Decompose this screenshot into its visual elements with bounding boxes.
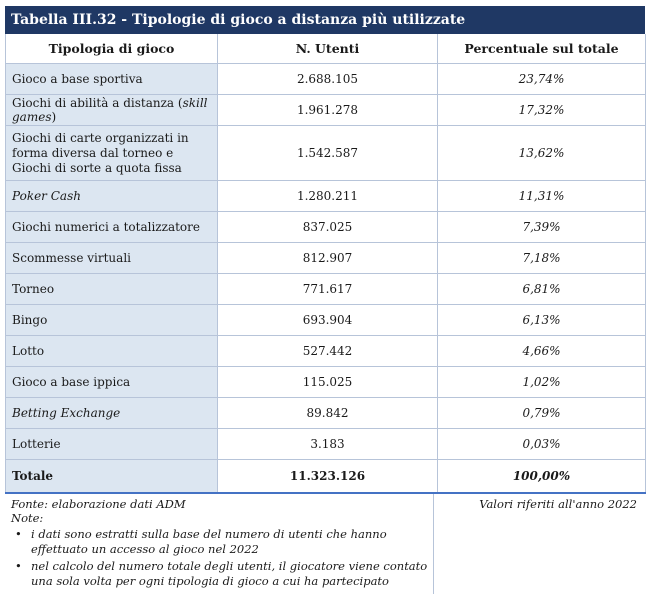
header-row: Tipologia di gioco N. Utenti Percentuale… bbox=[5, 34, 646, 64]
row-pct: 1,02% bbox=[437, 366, 646, 398]
table-row: Giochi numerici a totalizzatore 837.025 … bbox=[5, 211, 646, 243]
row-pct: 23,74% bbox=[437, 63, 646, 95]
bullet-icon: • bbox=[15, 527, 22, 541]
note-bullet: • nel calcolo del numero totale degli ut… bbox=[15, 559, 427, 589]
row-pct: 7,18% bbox=[437, 242, 646, 274]
row-users: 115.025 bbox=[217, 366, 438, 398]
row-label-text: Lotterie bbox=[12, 437, 61, 451]
row-pct: 11,31% bbox=[437, 180, 646, 212]
note-text: nel calcolo del numero totale degli uten… bbox=[31, 559, 428, 588]
row-pct: 13,62% bbox=[437, 125, 646, 181]
row-label-text: Gioco a base ippica bbox=[12, 375, 131, 389]
row-label-italic: skill games bbox=[12, 96, 208, 124]
note-bullet: • i dati sono estratti sulla base del nu… bbox=[15, 527, 427, 557]
row-label-text: Bingo bbox=[12, 313, 48, 327]
row-pct: 17,32% bbox=[437, 94, 646, 126]
row-label: Giochi di abilità a distanza (skill game… bbox=[5, 94, 218, 126]
table-row: Lotterie 3.183 0,03% bbox=[5, 428, 646, 460]
row-pct: 6,13% bbox=[437, 304, 646, 336]
table-container: Tabella III.32 - Tipologie di gioco a di… bbox=[5, 6, 646, 594]
row-users: 771.617 bbox=[217, 273, 438, 305]
row-users: 89.842 bbox=[217, 397, 438, 429]
table-row: Lotto 527.442 4,66% bbox=[5, 335, 646, 367]
notes-left: Fonte: elaborazione dati ADM Note: • i d… bbox=[5, 494, 435, 594]
row-label-text: Gioco a base sportiva bbox=[12, 72, 143, 86]
row-label-text: Torneo bbox=[12, 282, 55, 296]
total-label: Totale bbox=[5, 459, 218, 494]
row-users: 1.280.211 bbox=[217, 180, 438, 212]
table-row: Giochi di abilità a distanza (skill game… bbox=[5, 94, 646, 126]
note-text: i dati sono estratti sulla base del nume… bbox=[31, 527, 387, 556]
row-label-text-end: ) bbox=[51, 110, 57, 124]
row-label-italic: Poker Cash bbox=[12, 189, 81, 203]
header-percentuale: Percentuale sul totale bbox=[437, 34, 646, 64]
row-label-italic: Betting Exchange bbox=[12, 406, 121, 420]
row-label: Betting Exchange bbox=[5, 397, 218, 429]
row-label-text: Lotto bbox=[12, 344, 45, 358]
row-users: 812.907 bbox=[217, 242, 438, 274]
table-row: Gioco a base sportiva 2.688.105 23,74% bbox=[5, 63, 646, 95]
table-notes: Fonte: elaborazione dati ADM Note: • i d… bbox=[5, 494, 645, 594]
row-pct: 0,03% bbox=[437, 428, 646, 460]
total-users: 11.323.126 bbox=[217, 459, 438, 494]
row-users: 1.961.278 bbox=[217, 94, 438, 126]
row-label: Lotto bbox=[5, 335, 218, 367]
row-users: 527.442 bbox=[217, 335, 438, 367]
row-label-text: Scommesse virtuali bbox=[12, 251, 131, 265]
row-label: Giochi di carte organizzati in forma div… bbox=[5, 125, 218, 181]
row-label-text: Giochi numerici a totalizzatore bbox=[12, 220, 200, 234]
row-label: Gioco a base sportiva bbox=[5, 63, 218, 95]
header-tipologia: Tipologia di gioco bbox=[5, 34, 218, 64]
table-row: Bingo 693.904 6,13% bbox=[5, 304, 646, 336]
table-row: Scommesse virtuali 812.907 7,18% bbox=[5, 242, 646, 274]
table-row: Torneo 771.617 6,81% bbox=[5, 273, 646, 305]
table-row: Gioco a base ippica 115.025 1,02% bbox=[5, 366, 646, 398]
notes-label: Note: bbox=[11, 511, 44, 525]
data-table: Tipologia di gioco N. Utenti Percentuale… bbox=[5, 34, 646, 494]
total-row: Totale 11.323.126 100,00% bbox=[5, 459, 646, 494]
row-pct: 7,39% bbox=[437, 211, 646, 243]
total-pct: 100,00% bbox=[437, 459, 646, 494]
row-users: 693.904 bbox=[217, 304, 438, 336]
row-pct: 6,81% bbox=[437, 273, 646, 305]
row-users: 1.542.587 bbox=[217, 125, 438, 181]
header-utenti: N. Utenti bbox=[217, 34, 438, 64]
row-label: Bingo bbox=[5, 304, 218, 336]
row-label: Torneo bbox=[5, 273, 218, 305]
row-label: Poker Cash bbox=[5, 180, 218, 212]
row-users: 837.025 bbox=[217, 211, 438, 243]
table-body: Gioco a base sportiva 2.688.105 23,74% G… bbox=[5, 63, 646, 494]
row-label-text: Giochi di abilità a distanza ( bbox=[12, 96, 183, 110]
table-row: Poker Cash 1.280.211 11,31% bbox=[5, 180, 646, 212]
row-pct: 0,79% bbox=[437, 397, 646, 429]
table-row: Giochi di carte organizzati in forma div… bbox=[5, 125, 646, 181]
row-label: Gioco a base ippica bbox=[5, 366, 218, 398]
row-users: 2.688.105 bbox=[217, 63, 438, 95]
row-pct: 4,66% bbox=[437, 335, 646, 367]
row-label: Giochi numerici a totalizzatore bbox=[5, 211, 218, 243]
row-label-text: Giochi di carte organizzati in forma div… bbox=[12, 130, 189, 175]
row-label: Lotterie bbox=[5, 428, 218, 460]
row-users: 3.183 bbox=[217, 428, 438, 460]
row-label: Scommesse virtuali bbox=[5, 242, 218, 274]
bullet-icon: • bbox=[15, 559, 22, 573]
year-note: Valori riferiti all'anno 2022 bbox=[479, 497, 637, 511]
table-row: Betting Exchange 89.842 0,79% bbox=[5, 397, 646, 429]
table-title: Tabella III.32 - Tipologie di gioco a di… bbox=[5, 6, 645, 34]
source-note: Fonte: elaborazione dati ADM bbox=[11, 497, 186, 511]
